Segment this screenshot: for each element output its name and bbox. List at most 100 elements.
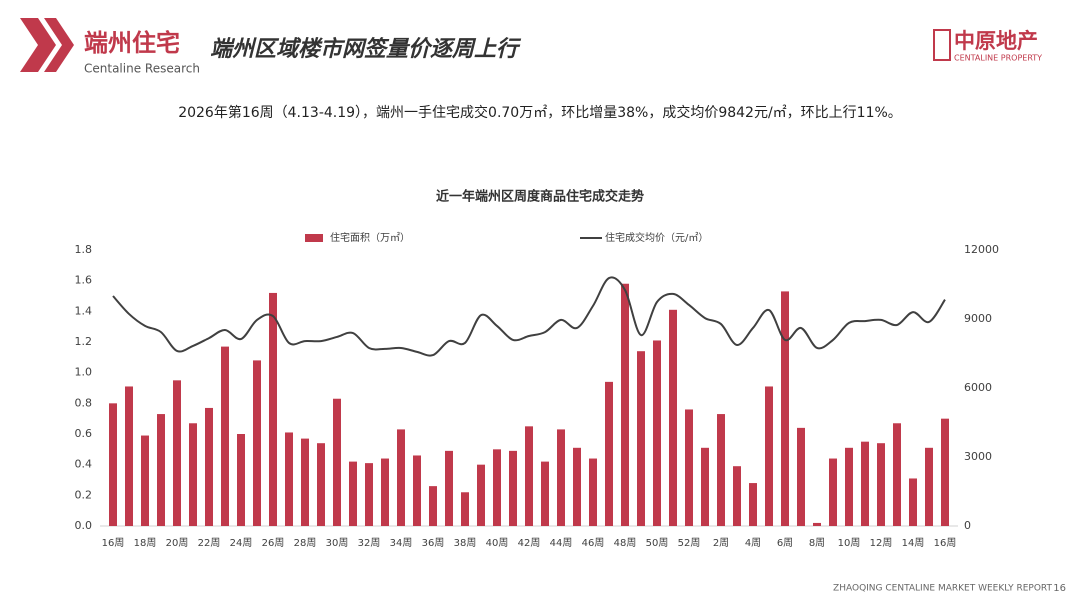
x-tick-label: 50周 <box>646 537 669 549</box>
bar <box>461 492 469 526</box>
y-tick-label: 1.2 <box>75 335 93 348</box>
x-tick-label: 6周 <box>777 537 793 549</box>
bar <box>669 309 677 526</box>
bar <box>877 443 885 526</box>
x-tick-label: 16周 <box>934 537 957 549</box>
bar <box>797 427 805 526</box>
bar <box>829 458 837 526</box>
x-tick-label: 20周 <box>166 537 189 549</box>
y-tick-label: 0.6 <box>75 427 93 440</box>
x-tick-label: 46周 <box>582 537 605 549</box>
x-tick-label: 18周 <box>134 537 157 549</box>
bar <box>269 292 277 526</box>
line <box>112 276 946 357</box>
y-tick-label: 1.8 <box>75 243 93 256</box>
x-tick-label: 10周 <box>838 537 861 549</box>
x-tick-label: 34周 <box>390 537 413 549</box>
bar <box>637 351 645 526</box>
x-tick-label: 4周 <box>745 537 761 549</box>
x-tick-label: 8周 <box>809 537 825 549</box>
y2-tick-label: 12000 <box>964 243 999 256</box>
bar <box>765 386 773 526</box>
page-number: 16 <box>1053 583 1066 594</box>
y-tick-label: 1.4 <box>75 304 93 317</box>
x-tick-label: 2周 <box>713 537 729 549</box>
x-tick-label: 24周 <box>230 537 253 549</box>
x-tick-label: 12周 <box>870 537 893 549</box>
y-tick-label: 1.0 <box>75 366 93 379</box>
y2-tick-label: 6000 <box>964 381 992 394</box>
bar <box>509 450 517 526</box>
bar <box>893 423 901 526</box>
x-tick-label: 42周 <box>518 537 541 549</box>
logo-sub: CENTALINE PROPERTY <box>954 54 1042 63</box>
bar <box>189 423 197 526</box>
legend-swatch <box>305 234 323 242</box>
bar <box>621 283 629 526</box>
bar <box>685 409 693 526</box>
bar <box>557 429 565 526</box>
bar <box>573 447 581 526</box>
chart-title: 近一年端州区周度商品住宅成交走势 <box>436 189 644 205</box>
bar <box>525 426 533 526</box>
bar <box>381 458 389 526</box>
bar <box>845 447 853 526</box>
x-tick-label: 28周 <box>294 537 317 549</box>
y2-tick-label: 3000 <box>964 450 992 463</box>
footer-report: ZHAOQING CENTALINE MARKET WEEKLY REPORT <box>833 584 1052 594</box>
bar <box>813 522 821 526</box>
legend-label: 住宅成交均价（元/㎡） <box>605 231 708 244</box>
x-tick-label: 36周 <box>422 537 445 549</box>
legend-label: 住宅面积（万㎡） <box>330 231 410 244</box>
bar <box>397 429 405 526</box>
bar <box>733 466 741 526</box>
y-tick-label: 0.4 <box>75 458 93 471</box>
x-tick-label: 48周 <box>614 537 637 549</box>
x-tick-label: 16周 <box>102 537 125 549</box>
bar <box>445 450 453 526</box>
bar <box>333 398 341 526</box>
logo-text: 中原地产 <box>954 29 1038 53</box>
x-tick-label: 14周 <box>902 537 925 549</box>
y-tick-label: 1.6 <box>75 274 93 287</box>
bar <box>429 486 437 526</box>
y-tick-label: 0.8 <box>75 396 93 409</box>
bar <box>317 443 325 526</box>
y2-tick-label: 9000 <box>964 312 992 325</box>
y-tick-label: 0.2 <box>75 488 93 501</box>
bar <box>301 438 309 526</box>
bar <box>717 414 725 526</box>
brand: 端州住宅 <box>84 29 180 57</box>
bar <box>909 478 917 526</box>
bar <box>365 463 373 526</box>
y-tick-label: 0.0 <box>75 519 93 532</box>
bar <box>749 483 757 526</box>
bar <box>413 455 421 526</box>
x-tick-label: 38周 <box>454 537 477 549</box>
logo-chevron <box>44 18 74 72</box>
bar <box>173 380 181 526</box>
bar <box>541 461 549 526</box>
bar <box>589 458 597 526</box>
bar <box>653 340 661 526</box>
x-tick-label: 52周 <box>678 537 701 549</box>
bar <box>141 435 149 526</box>
x-tick-label: 26周 <box>262 537 285 549</box>
x-tick-label: 30周 <box>326 537 349 549</box>
slide-title: 端州区域楼市网签量价逐周上行 <box>210 36 522 62</box>
x-tick-label: 40周 <box>486 537 509 549</box>
summary: 2026年第16周（4.13-4.19），端州一手住宅成交0.70万㎡，环比增量… <box>178 104 902 121</box>
bar <box>253 360 261 526</box>
bar <box>605 381 613 526</box>
logo-seal <box>933 29 951 61</box>
logo-chevron <box>20 18 56 72</box>
bar <box>941 418 949 526</box>
bar <box>157 414 165 526</box>
y2-tick-label: 0 <box>964 519 971 532</box>
x-tick-label: 22周 <box>198 537 221 549</box>
brand-sub: Centaline Research <box>84 62 200 76</box>
bar <box>861 441 869 526</box>
bar <box>781 291 789 526</box>
bar <box>237 434 245 526</box>
